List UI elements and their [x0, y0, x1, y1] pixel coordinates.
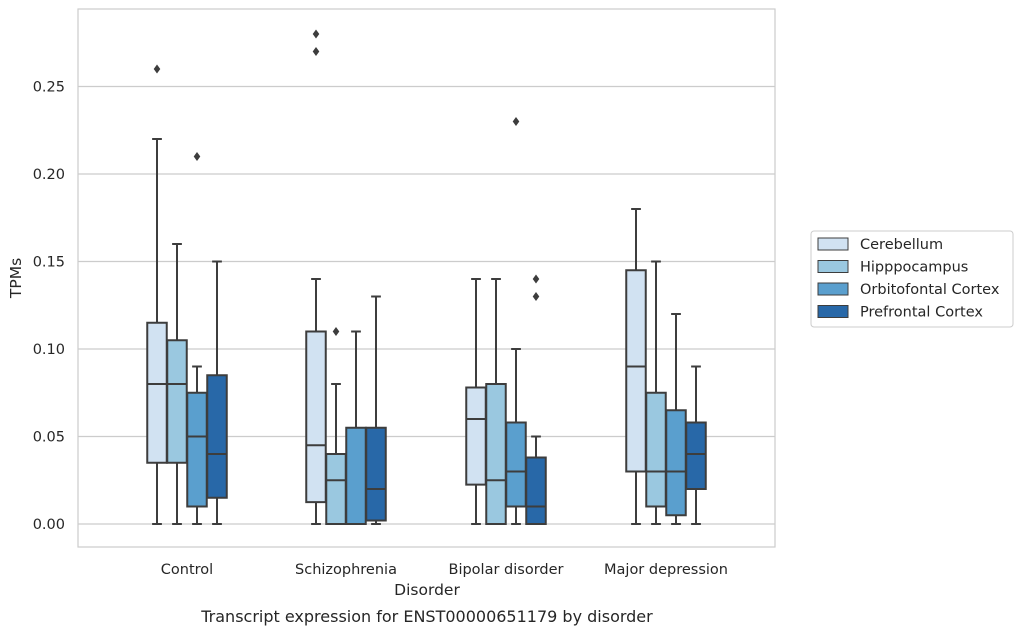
- legend: Cerebellum Hipppocampus Orbitofontal Corte…: [810, 230, 1014, 328]
- box: [206, 374, 228, 499]
- outlier-point: [332, 327, 340, 336]
- y-axis-label: TPMs: [7, 258, 25, 299]
- plot-frame: [77, 8, 776, 548]
- legend-swatch: [817, 260, 849, 273]
- legend-frame: [810, 230, 1014, 328]
- box: [345, 426, 367, 525]
- outlier-point: [312, 29, 320, 39]
- box: [166, 339, 188, 464]
- box: [505, 421, 527, 508]
- x-tick-label: Major depression: [604, 562, 728, 578]
- outlier-point: [153, 64, 161, 74]
- series-orbitofontal-cortex: [186, 117, 687, 525]
- box: [665, 409, 687, 517]
- x-tick-labels: Control Schizophrenia Bipolar disorder Majo…: [161, 562, 728, 578]
- box: [525, 456, 547, 525]
- y-tick-label: 0.20: [33, 167, 65, 183]
- legend-swatch: [817, 305, 849, 318]
- y-tick-label: 0.10: [33, 342, 65, 358]
- y-tick-label: 0.05: [33, 430, 65, 446]
- box: [325, 453, 347, 525]
- box: [625, 269, 647, 473]
- box: [305, 330, 327, 504]
- series-cerebellum: [146, 29, 647, 525]
- figure-caption: Transcript expression for ENST0000065117…: [200, 607, 653, 626]
- x-tick-label: Control: [161, 562, 213, 578]
- legend-swatch: [817, 237, 849, 251]
- y-tick-labels: 0.00 0.05 0.10 0.15 0.20 0.25: [33, 80, 65, 534]
- y-tick-label: 0.00: [33, 517, 65, 533]
- legend-swatch: [817, 282, 849, 296]
- outlier-point: [512, 117, 520, 126]
- series-prefrontal-cortex: [206, 260, 707, 525]
- x-axis-label: Disorder: [394, 581, 460, 599]
- legend-label: Hipppocampus: [860, 260, 968, 276]
- y-tick-label: 0.25: [33, 80, 65, 96]
- box: [685, 421, 707, 490]
- box: [186, 391, 208, 508]
- box: [465, 386, 487, 486]
- outlier-point: [532, 292, 540, 301]
- legend-label: Orbitofontal Cortex: [860, 282, 1000, 298]
- box: [485, 383, 507, 525]
- outlier-point: [532, 274, 540, 284]
- y-tick-label: 0.15: [33, 255, 65, 271]
- legend-label: Cerebellum: [860, 237, 943, 253]
- x-tick-label: Schizophrenia: [295, 562, 397, 578]
- outlier-point: [193, 152, 201, 161]
- series-hipppocampus: [166, 243, 667, 525]
- x-tick-label: Bipolar disorder: [449, 562, 564, 578]
- outlier-point: [312, 47, 320, 56]
- box: [645, 391, 667, 508]
- box: [146, 321, 168, 464]
- box: [365, 426, 387, 522]
- legend-label: Prefrontal Cortex: [860, 305, 983, 321]
- box-series-group: [146, 29, 707, 525]
